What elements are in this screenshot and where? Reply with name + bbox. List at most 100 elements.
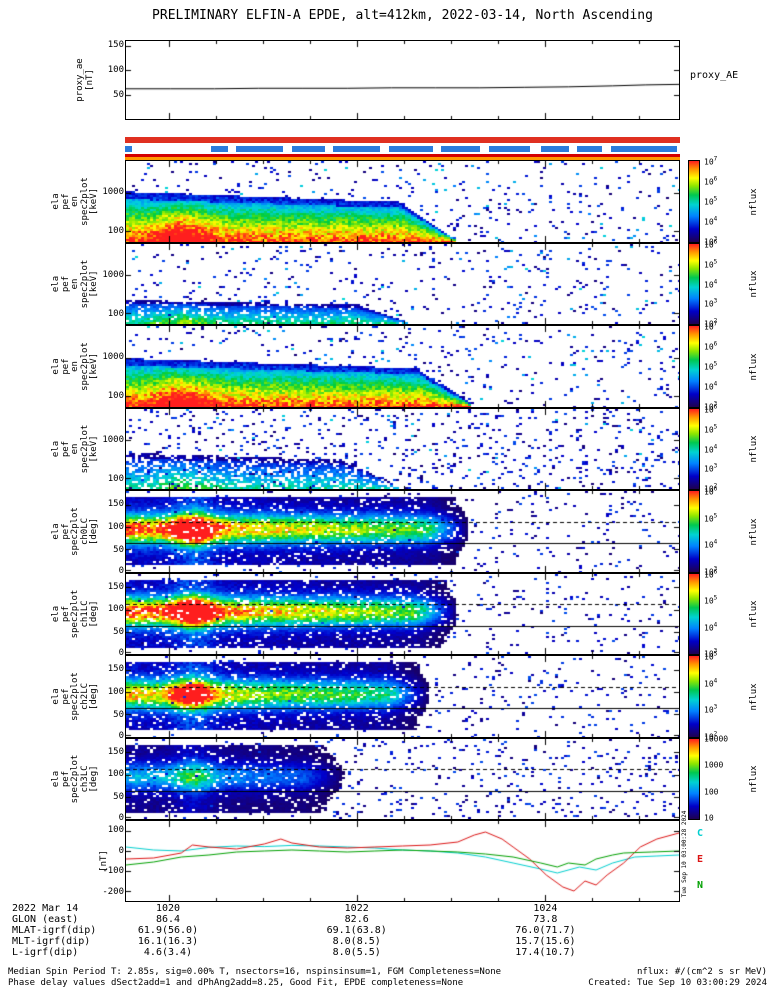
plot-watermark: Tue Sep 10 03:00:28 2024 [681,810,688,898]
colorbar-tick-label: 103 [704,647,718,659]
status-bar-blue-segment [610,146,678,152]
y-tick-label: 100 [107,825,124,836]
colorbar-ch2lc [688,655,700,738]
colorbar-tick-label: 105 [704,423,718,435]
y-tick-label: 0 [118,647,124,658]
colorbar-tick-label: 100 [704,787,719,797]
colorbar-tick-label: 104 [704,539,718,550]
colorbar-nflux-label: nflux [749,682,759,711]
colorbar-tick-label: 106 [704,175,718,187]
y-tick-label: 0 [118,812,124,823]
colorbar-en1 [688,160,700,243]
colorbar-tick-label: 104 [704,278,718,289]
status-bar-blue-segment [488,146,531,152]
y-tick-label: 50 [113,709,124,720]
colorbar-tick-label: 103 [704,462,718,474]
y-tick-label: 100 [107,226,124,237]
y-tick-label: -200 [102,886,124,897]
colorbar-tick-label: 105 [704,360,718,372]
magnetometer-panel [125,820,680,902]
colorbar-tick-label: 10 [704,813,714,823]
y-tick-label: 50 [113,627,124,638]
status-bar-blue-segment [577,146,603,152]
axis-row-label-2: MLT-igrf(dip) [12,936,91,947]
colorbar-tick-label: 105 [704,195,718,207]
proxy-ae-ylabel: proxy_ae [nT] [75,58,95,102]
colorbar-ch3lc [688,738,700,820]
colorbar-tick-label: 102 [704,317,718,329]
axis-row-value: 4.6(3.4) [143,947,193,958]
spectrogram-canvas-ch2lc [126,656,679,737]
colorbar-en3 [688,325,700,408]
y-tick-label: 1000 [102,352,124,363]
y-tick-label: 50 [113,792,124,803]
colorbar-tick-label: 1000 [704,760,724,770]
plot-title: PRELIMINARY ELFIN-A EPDE, alt=412km, 202… [152,8,653,23]
spectrogram-canvas-en3 [126,326,679,407]
colorbar-tick-label: 104 [704,621,718,632]
quality-bar-orange [125,157,680,160]
colorbar-nflux-label: nflux [749,435,759,463]
spectrogram-panel-en1 [125,160,680,243]
nflux-units-label: nflux: #/(cm^2 s sr MeV) [636,967,767,977]
status-bar-blue-segment [211,146,228,152]
status-bar-red [125,137,680,143]
status-bar-blue-segment [291,146,325,152]
colorbar-tick-label: 105 [704,595,718,606]
colorbar-tick-label: 106 [704,568,718,580]
colorbar-nflux-label: nflux [749,187,759,216]
y-tick-label: 150 [107,663,124,674]
proxy-ae-panel [125,40,680,120]
colorbar-tick-label: 102 [704,730,718,742]
colorbar-tick-label: 104 [704,677,718,688]
axis-row-value: 15.7(15.6) [515,936,576,947]
spectrogram-canvas-ch3lc [126,739,679,819]
spectrogram-canvas-ch1lc [126,574,679,654]
axis-row-value: 61.9(56.0) [137,925,199,936]
colorbar-ch0lc [688,490,700,573]
y-tick-label: 100 [107,604,124,615]
x-tick-label: 1022 [344,903,369,914]
y-tick-label: 1000 [102,187,124,198]
y-tick-label: 150 [107,498,124,509]
colorbar-tick-label: 103 [704,235,718,247]
y-tick-label: 150 [107,746,124,757]
proxy-ae-right-label: proxy_AE [690,70,739,81]
colorbar-nflux-label: nflux [749,270,759,298]
y-tick-label: 50 [113,90,124,100]
colorbar-tick-label: 104 [704,215,718,227]
x-tick-label: 1024 [533,903,558,914]
panel-ylabel-ch0lc: ela pef spec2plot ch0LC [deg] [51,507,99,556]
y-tick-label: 0 [118,565,124,576]
axis-row-value: 82.6 [344,914,369,925]
y-tick-label: 100 [107,521,124,532]
footer-line-2: Phase delay values dSect2add=1 and dPhAn… [8,978,464,988]
axis-row-value: 86.4 [155,914,181,925]
spectrogram-canvas-en1 [126,161,679,242]
created-timestamp: Created: Tue Sep 10 03:00:29 2024 [588,978,767,988]
y-tick-label: 100 [107,308,124,319]
colorbar-tick-label: 107 [704,320,718,332]
colorbar-tick-label: 105 [704,650,718,662]
y-tick-label: 0 [118,730,124,741]
colorbar-tick-label: 103 [704,565,718,577]
spectrogram-panel-ch1lc [125,573,680,655]
axis-row-value: 76.0(71.7) [515,925,576,936]
colorbar-nflux-label: nflux [749,600,759,628]
colorbar-tick-label: 107 [704,155,718,167]
panel-ylabel-ch2lc: ela pef spec2plot ch2LC [deg] [51,672,99,721]
status-bar-blue-segment [388,146,434,152]
axis-row-value: 8.0(8.5) [332,936,381,947]
colorbar-en4 [688,408,700,490]
axis-row-label-3: L-igrf(dip) [12,947,79,958]
colorbar-tick-label: 103 [704,704,718,715]
axis-row-value: 17.4(10.7) [515,947,576,958]
status-bar-blue-segment [333,146,381,152]
footer-line-1: Median Spin Period T: 2.85s, sig=0.00% T… [8,967,502,977]
status-bar-blue-segment [441,146,481,152]
y-tick-label: -100 [102,866,124,877]
colorbar-tick-label: 105 [704,512,718,523]
spectrogram-panel-en4 [125,408,680,490]
colorbar-tick-label: 103 [704,297,718,309]
